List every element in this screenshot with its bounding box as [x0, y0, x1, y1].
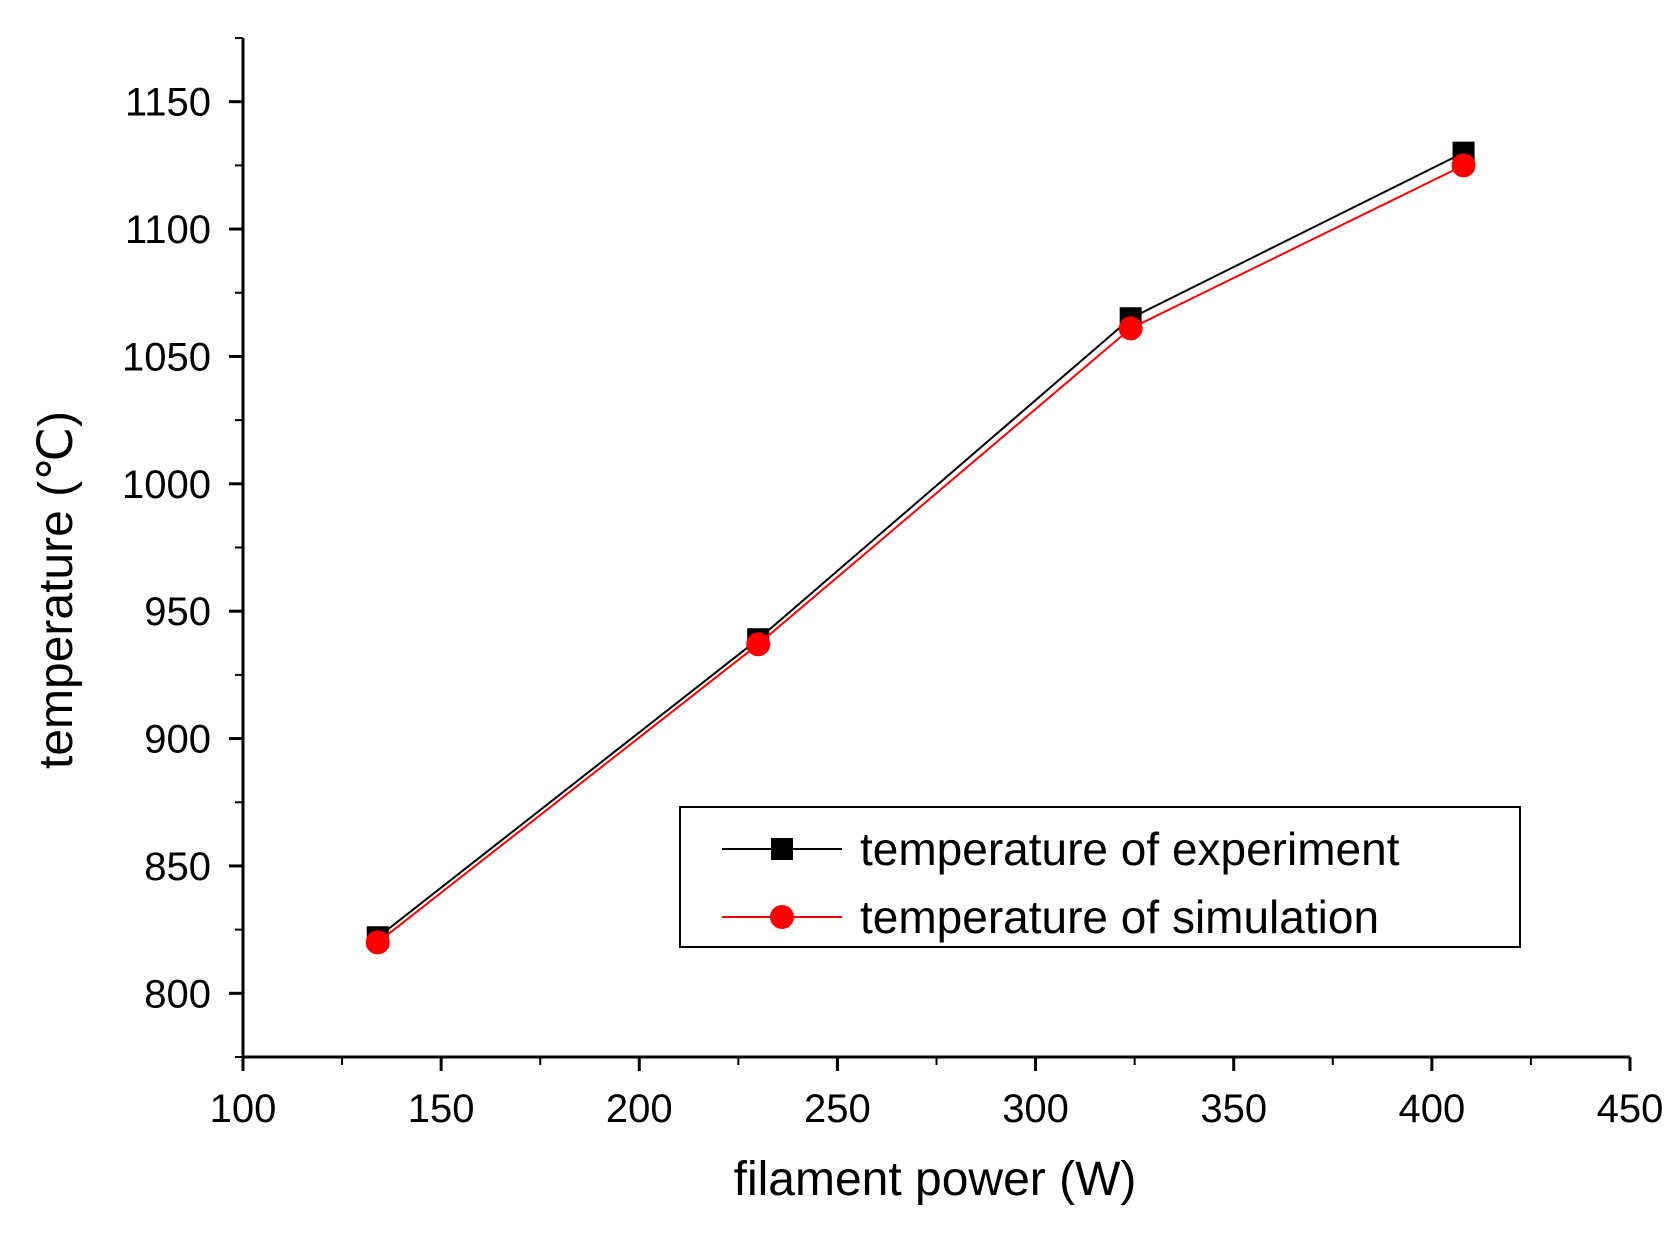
y-tick-label: 950 — [144, 590, 211, 634]
y-tick-label: 850 — [144, 845, 211, 889]
simulation-point — [1451, 153, 1476, 178]
y-tick-label: 1050 — [122, 335, 211, 379]
axes: 100 150 200 250 300 350 400 450 800 850 900 950 1000… — [122, 37, 1664, 1131]
x-tick-label: 400 — [1398, 1087, 1465, 1131]
simulation-point — [365, 930, 390, 955]
simulation-point — [746, 632, 771, 657]
series-line-1 — [377, 151, 1465, 939]
y-axis-title: temperature (℃) — [30, 411, 83, 769]
x-tick-label: 350 — [1200, 1087, 1267, 1131]
legend-label: temperature of experiment — [860, 823, 1400, 875]
y-tick-label: 1000 — [122, 463, 211, 507]
x-tick-label: 300 — [1002, 1087, 1069, 1131]
legend-box — [679, 806, 1521, 948]
legend-circle-marker — [770, 905, 794, 929]
legend-label: temperature of simulation — [860, 891, 1379, 943]
legend-square-marker — [771, 838, 793, 860]
x-tick-label: 150 — [408, 1087, 475, 1131]
y-tick-label: 900 — [144, 718, 211, 762]
x-axis-title: filament power (W) — [734, 1153, 1137, 1206]
series-group — [365, 141, 1476, 955]
y-tick-label: 1150 — [125, 81, 211, 125]
legend: temperature of experiment temperature of … — [679, 806, 1521, 948]
x-tick-label: 450 — [1597, 1087, 1664, 1131]
series-line-2 — [377, 164, 1464, 944]
x-tick-label: 100 — [210, 1087, 277, 1131]
x-tick-label: 250 — [804, 1087, 871, 1131]
simulation-point — [1118, 316, 1143, 341]
y-tick-label: 1100 — [125, 208, 211, 252]
x-tick-label: 200 — [606, 1087, 673, 1131]
y-tick-label: 800 — [144, 972, 211, 1016]
